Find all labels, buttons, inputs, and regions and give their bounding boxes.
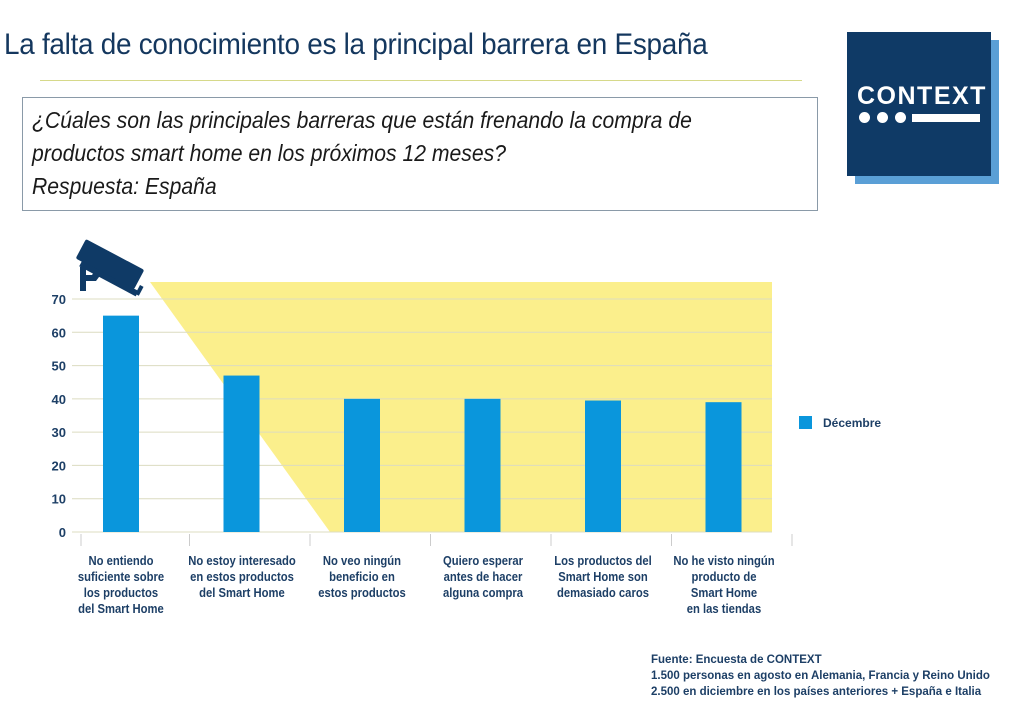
source-line: 2.500 en diciembre en los países anterio…: [651, 686, 982, 698]
source-line: 1.500 personas en agosto en Alemania, Fr…: [651, 670, 990, 682]
logo-dot: [895, 112, 906, 123]
x-axis-label-line: Los productos del: [554, 554, 652, 568]
legend-swatch: [799, 416, 812, 429]
question-box: ¿Cúales son las principales barreras que…: [22, 97, 818, 211]
context-logo: CONTEXT: [847, 32, 999, 184]
y-axis-ticks: 0 10 20 30 40 50 60 70: [52, 292, 66, 540]
x-axis-label-line: Smart Home son: [558, 570, 648, 584]
bar-chart: 0 10 20 30 40 50 60 70: [52, 239, 793, 546]
x-axis-label: Quiero esperar antes de hacer alguna compr…: [429, 553, 537, 601]
x-axis-label-line: en estos productos: [189, 570, 294, 584]
logo-dot: [859, 112, 870, 123]
answer-line: Respuesta: España: [32, 173, 217, 199]
logo-face: CONTEXT: [847, 32, 991, 176]
x-axis-label-line: del Smart Home: [78, 602, 164, 616]
bar: [103, 315, 139, 532]
y-tick-label: 40: [52, 392, 66, 407]
source-line: Fuente: Encuesta de CONTEXT: [651, 654, 822, 666]
x-axis-label-line: producto de: [691, 570, 756, 584]
y-tick-label: 0: [59, 525, 66, 540]
logo-dot: [877, 112, 888, 123]
bar: [344, 398, 380, 532]
x-axis-label-line: demasiado caros: [557, 586, 649, 600]
logo-bar: [912, 114, 980, 122]
x-axis-label-line: suficiente sobre: [77, 570, 165, 584]
x-axis-label: No he visto ningún producto de Smart Home e…: [670, 553, 778, 617]
x-axis-label-line: No estoy interesado: [187, 554, 296, 568]
y-tick-label: 50: [52, 359, 66, 374]
y-tick-label: 20: [52, 458, 66, 473]
y-tick-label: 10: [52, 492, 66, 507]
x-axis-label: No veo ningún beneficio en estos productos: [308, 553, 416, 601]
source-note: Fuente: Encuesta de CONTEXT 1.500 person…: [651, 652, 990, 700]
x-axis-label: No entiendo suficiente sobre los productos…: [67, 553, 175, 617]
question-line: productos smart home en los próximos 12 …: [32, 140, 506, 166]
bar: [705, 402, 742, 532]
bars: [103, 315, 742, 532]
x-axis-label-line: estos productos: [318, 586, 406, 600]
x-axis-label: No estoy interesado en estos productos del…: [188, 553, 296, 601]
gridlines: [72, 298, 772, 533]
question-line: ¿Cúales son las principales barreras que…: [32, 107, 692, 133]
x-axis-ticks: [80, 534, 793, 546]
page-title: La falta de conocimiento es la principal…: [4, 28, 708, 61]
y-tick-label: 70: [52, 292, 66, 307]
x-axis-label-line: Smart Home: [690, 586, 757, 600]
x-axis-label-line: beneficio en: [329, 570, 395, 584]
x-axis-label-line: No veo ningún: [322, 554, 402, 568]
x-axis-label-line: Quiero esperar: [442, 554, 523, 568]
y-tick-label: 30: [52, 425, 66, 440]
x-axis-label-line: alguna compra: [442, 586, 523, 600]
x-axis-label-line: No he visto ningún: [672, 554, 775, 568]
title-divider: [40, 80, 802, 81]
x-axis-label-line: en las tiendas: [686, 602, 761, 616]
security-camera-icon: [76, 239, 144, 297]
x-axis-label-line: antes de hacer: [443, 570, 522, 584]
legend-label: Décembre: [823, 416, 882, 430]
bar: [585, 400, 621, 532]
x-axis-label-line: No entiendo: [88, 554, 154, 568]
x-axis-label-line: los productos: [83, 586, 159, 600]
x-axis-label: Los productos del Smart Home son demasiado…: [549, 553, 657, 601]
bar: [464, 398, 501, 532]
bar: [223, 375, 260, 532]
x-axis-label-line: del Smart Home: [198, 586, 285, 600]
logo-wordmark: CONTEXT: [857, 82, 987, 110]
y-tick-label: 60: [52, 325, 66, 340]
